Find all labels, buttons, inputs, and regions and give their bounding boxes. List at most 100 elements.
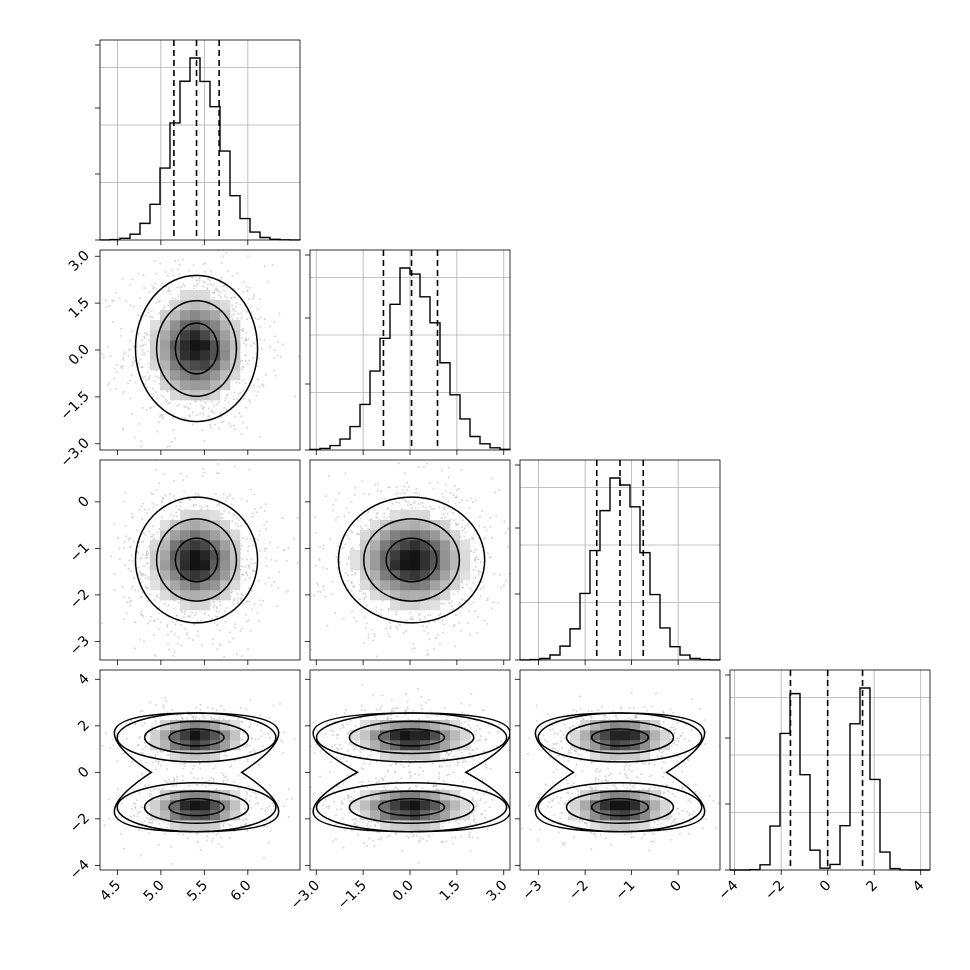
sample-point: [254, 751, 257, 754]
sample-point: [466, 621, 469, 624]
density-cell: [170, 730, 181, 741]
density-cell: [200, 800, 211, 811]
sample-point: [177, 601, 180, 604]
density-cell: [390, 560, 401, 571]
sample-point: [265, 521, 268, 524]
sample-point: [385, 517, 388, 520]
density-cell: [420, 520, 431, 531]
sample-point: [248, 600, 251, 603]
density-cell: [210, 370, 221, 381]
sample-point: [162, 750, 165, 753]
sample-point: [175, 718, 178, 721]
sample-point: [241, 818, 244, 821]
sample-point: [447, 476, 450, 479]
sample-point: [322, 585, 325, 588]
sample-point: [492, 601, 495, 604]
sample-point: [256, 724, 259, 727]
density-cell: [200, 790, 211, 801]
sample-point: [122, 546, 125, 549]
sample-point: [184, 762, 187, 765]
density-cell: [180, 510, 191, 521]
sample-point: [257, 579, 260, 582]
density-cell: [410, 600, 421, 611]
sample-point: [498, 489, 501, 492]
sample-point: [245, 620, 248, 623]
sample-point: [119, 832, 122, 835]
sample-point: [400, 777, 403, 780]
sample-point: [97, 783, 99, 785]
sample-point: [367, 633, 370, 636]
sample-point: [323, 480, 325, 482]
sample-point: [488, 456, 490, 458]
sample-point: [224, 295, 227, 298]
sample-point: [104, 732, 107, 735]
sample-point: [301, 291, 303, 293]
sample-point: [154, 282, 157, 285]
sample-point: [376, 489, 379, 492]
density-cell: [170, 560, 181, 571]
sample-point: [145, 807, 148, 810]
sample-point: [206, 839, 209, 842]
sample-point: [246, 648, 249, 651]
sample-point: [409, 503, 412, 506]
sample-point: [220, 276, 223, 279]
sample-point: [490, 607, 493, 610]
density-cell: [440, 540, 451, 551]
sample-point: [163, 602, 166, 605]
density-cell: [210, 730, 221, 741]
density-cell: [190, 600, 201, 611]
sample-point: [453, 484, 456, 487]
sample-point: [282, 751, 285, 754]
density-cell: [410, 520, 421, 531]
sample-point: [248, 468, 251, 471]
sample-point: [185, 633, 188, 636]
density-cell: [190, 290, 201, 301]
sample-point: [429, 482, 432, 485]
sample-point: [155, 390, 158, 393]
sample-point: [159, 246, 161, 248]
density-cell: [220, 560, 231, 571]
sample-point: [490, 537, 493, 540]
sample-point: [212, 831, 215, 834]
sample-point: [526, 765, 528, 767]
sample-point: [350, 529, 353, 532]
sample-point: [469, 549, 472, 552]
density-cell: [420, 600, 431, 611]
sample-point: [145, 551, 148, 554]
sample-point: [244, 745, 247, 748]
density-cell: [150, 580, 161, 591]
sample-point: [351, 610, 354, 613]
sample-point: [360, 527, 363, 530]
panel-content: [100, 246, 303, 448]
sample-point: [230, 296, 233, 299]
sample-point: [267, 280, 270, 283]
sample-point: [137, 332, 140, 335]
sample-point: [144, 745, 147, 748]
density-cell: [210, 820, 221, 831]
density-cell: [440, 530, 451, 541]
sample-point: [271, 802, 274, 805]
sample-point: [237, 519, 240, 522]
density-cell: [170, 810, 181, 821]
sample-point: [146, 408, 149, 411]
sample-point: [276, 605, 279, 608]
sample-point: [107, 798, 110, 801]
sample-point: [269, 541, 272, 544]
y-tick-label: −3.0: [57, 435, 92, 470]
sample-point: [233, 313, 236, 316]
sample-point: [495, 515, 498, 518]
sample-point: [151, 387, 154, 390]
sample-point: [460, 629, 463, 632]
sample-point: [293, 537, 296, 540]
density-cell: [430, 600, 441, 611]
sample-point: [196, 783, 199, 786]
sample-point: [168, 648, 171, 651]
sample-point: [141, 366, 144, 369]
sample-point: [412, 643, 415, 646]
sample-point: [520, 578, 522, 580]
density-cell: [230, 570, 241, 581]
sample-point: [245, 818, 248, 821]
density-cell: [150, 560, 161, 571]
sample-point: [129, 601, 132, 604]
density-cell: [200, 560, 211, 571]
